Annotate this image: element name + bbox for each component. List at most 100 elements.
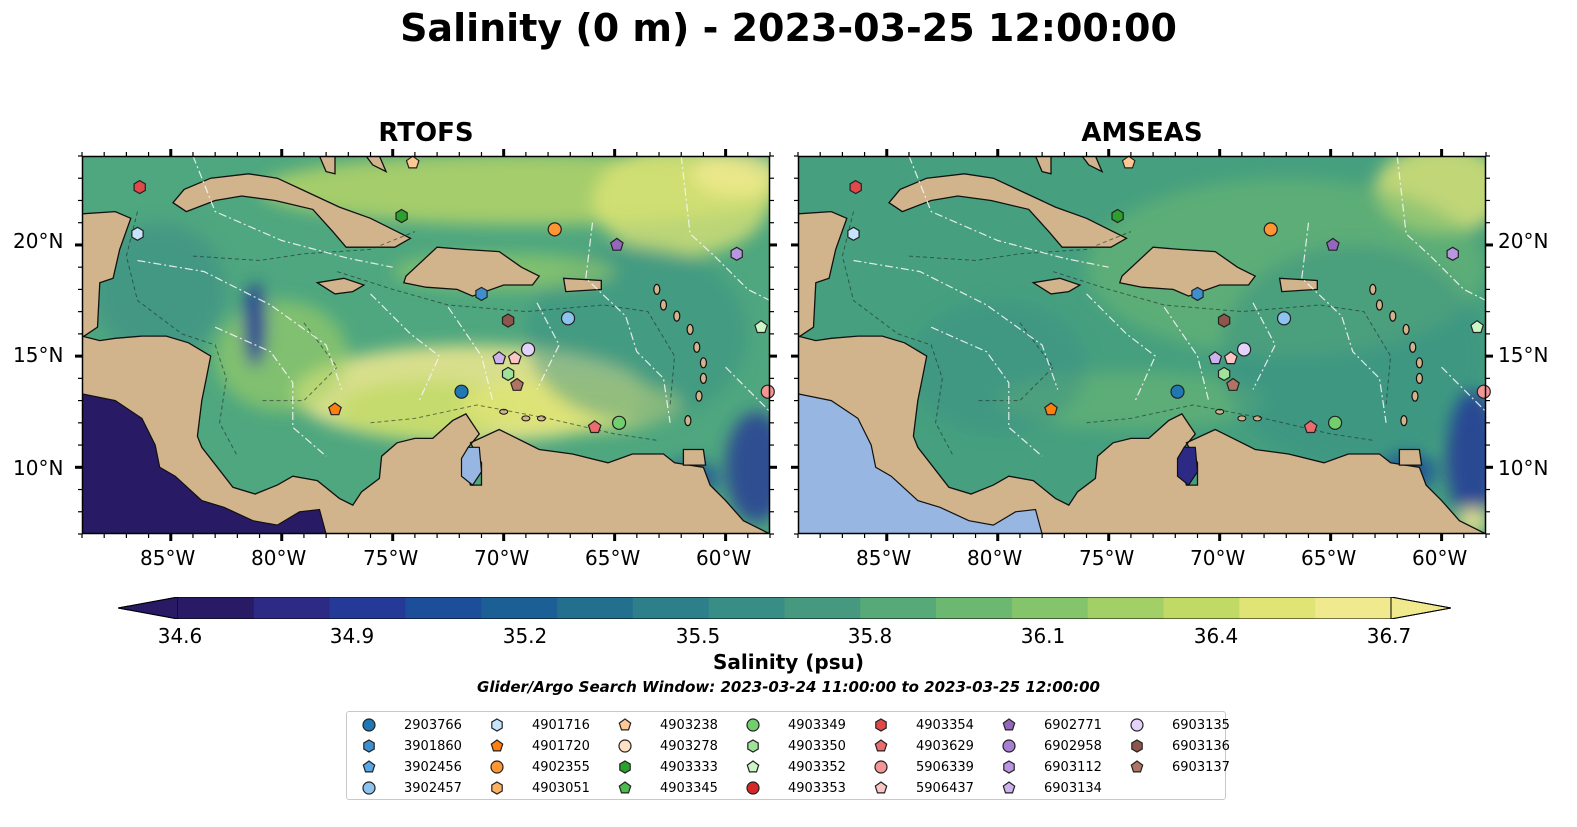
legend-marker-2903766[interactable] xyxy=(362,718,376,732)
lat-label-15n-right: 15°N xyxy=(1498,343,1549,367)
hexagon-marker-icon xyxy=(491,781,503,795)
bathymetry-contour xyxy=(841,211,954,457)
float-marker-4903238[interactable] xyxy=(1121,155,1136,169)
float-marker-4903350[interactable] xyxy=(501,366,515,382)
float-marker-4903352[interactable] xyxy=(754,319,769,334)
colorbar-tick-label: 34.9 xyxy=(329,624,375,648)
legend-marker-3902456[interactable] xyxy=(362,760,376,773)
float-marker-4903352[interactable] xyxy=(1470,319,1485,334)
float-marker-4903354[interactable] xyxy=(849,179,862,195)
legend-marker-4901716[interactable] xyxy=(491,718,503,732)
map-panel-rtofs[interactable] xyxy=(75,149,777,541)
legend-marker-6903112[interactable] xyxy=(1003,760,1015,774)
float-marker-4903354[interactable] xyxy=(133,179,146,195)
legend-marker-4903350[interactable] xyxy=(747,739,759,753)
float-marker-4903629[interactable] xyxy=(1303,420,1318,434)
legend-label: 4903345 xyxy=(660,781,718,796)
legend-marker-3902457[interactable] xyxy=(362,781,376,795)
land-trinidad xyxy=(682,448,707,466)
float-marker-6903134[interactable] xyxy=(1208,351,1223,365)
legend-marker-4902355[interactable] xyxy=(490,760,504,774)
legend-marker-4903349[interactable] xyxy=(746,718,760,732)
colorbar-tick-label: 35.5 xyxy=(675,624,721,648)
float-marker-3901860[interactable] xyxy=(1191,286,1204,302)
float-marker-6903134[interactable] xyxy=(492,351,507,365)
legend-marker-4903629[interactable] xyxy=(874,739,888,752)
float-marker-4903629[interactable] xyxy=(587,420,602,434)
legend-label: 2903766 xyxy=(404,718,462,733)
antilles-island xyxy=(653,283,661,296)
map-panel-amseas[interactable] xyxy=(791,149,1493,541)
float-marker-6903135[interactable] xyxy=(1236,342,1252,357)
pentagon-marker-icon xyxy=(1002,781,1016,794)
legend-label: 4903333 xyxy=(660,760,718,775)
legend-label: 4903354 xyxy=(916,718,974,733)
colorbar-tick-label: 34.6 xyxy=(157,624,203,648)
land-bahamas1 xyxy=(1034,156,1052,175)
legend-marker-6903135[interactable] xyxy=(1130,718,1144,732)
float-marker-5906339[interactable] xyxy=(1476,384,1491,399)
float-marker-4903349[interactable] xyxy=(1327,415,1343,430)
lat-label-10n-right: 10°N xyxy=(1498,456,1549,480)
legend-marker-4903238[interactable] xyxy=(618,718,632,731)
legend-marker-4903354[interactable] xyxy=(875,718,887,732)
float-marker-6903136[interactable] xyxy=(1217,313,1231,328)
float-marker-4903349[interactable] xyxy=(611,415,627,430)
legend-marker-5906339[interactable] xyxy=(874,760,888,774)
land-jamaica xyxy=(315,277,366,295)
legend-marker-6903134[interactable] xyxy=(1002,781,1016,794)
float-marker-4903350[interactable] xyxy=(1217,366,1231,382)
legend-marker-5906437[interactable] xyxy=(874,781,888,794)
float-marker-4902355[interactable] xyxy=(547,222,562,237)
float-marker-3901860[interactable] xyxy=(475,286,488,302)
float-marker-3902457[interactable] xyxy=(560,311,576,326)
lat-label-20n-left: 20°N xyxy=(13,229,64,253)
bathymetry-contour xyxy=(1086,404,1376,442)
float-marker-5906339[interactable] xyxy=(760,384,775,399)
float-marker-4901720[interactable] xyxy=(328,402,342,416)
float-marker-4903333[interactable] xyxy=(395,208,408,224)
float-marker-4901716[interactable] xyxy=(131,226,144,241)
float-marker-4901716[interactable] xyxy=(847,226,860,241)
legend-marker-4903051[interactable] xyxy=(491,781,503,795)
bathymetry-contour xyxy=(370,404,660,442)
legend-marker-4903345[interactable] xyxy=(618,781,632,794)
float-marker-6903112[interactable] xyxy=(730,246,743,261)
legend-label: 5906339 xyxy=(916,760,974,775)
float-marker-4901720[interactable] xyxy=(1044,402,1058,416)
legend-marker-4903352[interactable] xyxy=(746,760,760,773)
float-marker-6903135[interactable] xyxy=(520,342,536,357)
pentagon-marker-icon xyxy=(874,781,888,794)
float-marker-4903333[interactable] xyxy=(1111,208,1124,224)
float-marker-5906437[interactable] xyxy=(507,351,522,365)
float-marker-6903137[interactable] xyxy=(1226,377,1240,391)
float-marker-6903112[interactable] xyxy=(1446,246,1459,261)
float-marker-6903136[interactable] xyxy=(501,313,515,328)
float-marker-6903137[interactable] xyxy=(510,377,524,391)
eez-boundary xyxy=(1396,156,1486,302)
legend-marker-3901860[interactable] xyxy=(363,739,375,753)
legend-label: 4903238 xyxy=(660,718,718,733)
colorbar-tick-label: 35.8 xyxy=(847,624,893,648)
legend-marker-4903353[interactable] xyxy=(746,781,760,795)
float-marker-3902457[interactable] xyxy=(1276,311,1292,326)
land-puertorico xyxy=(1278,277,1318,293)
legend-marker-6902771[interactable] xyxy=(1002,718,1016,731)
legend-marker-4903278[interactable] xyxy=(618,739,632,753)
legend-marker-6903136[interactable] xyxy=(1131,739,1143,753)
eez-boundary xyxy=(1163,306,1210,401)
float-marker-4903238[interactable] xyxy=(405,155,420,169)
legend-marker-6902958[interactable] xyxy=(1002,739,1016,753)
pentagon-marker-icon xyxy=(618,781,632,794)
float-marker-6902771[interactable] xyxy=(609,237,624,251)
float-marker-5906437[interactable] xyxy=(1223,351,1238,365)
float-marker-2903766[interactable] xyxy=(1170,384,1185,399)
float-marker-4902355[interactable] xyxy=(1263,222,1278,237)
legend-marker-4901720[interactable] xyxy=(490,739,504,752)
eez-boundary xyxy=(930,326,1043,457)
eez-boundary xyxy=(137,259,343,390)
float-marker-2903766[interactable] xyxy=(454,384,469,399)
legend-marker-4903333[interactable] xyxy=(619,760,631,774)
legend-marker-6903137[interactable] xyxy=(1130,760,1144,773)
float-marker-6902771[interactable] xyxy=(1325,237,1340,251)
